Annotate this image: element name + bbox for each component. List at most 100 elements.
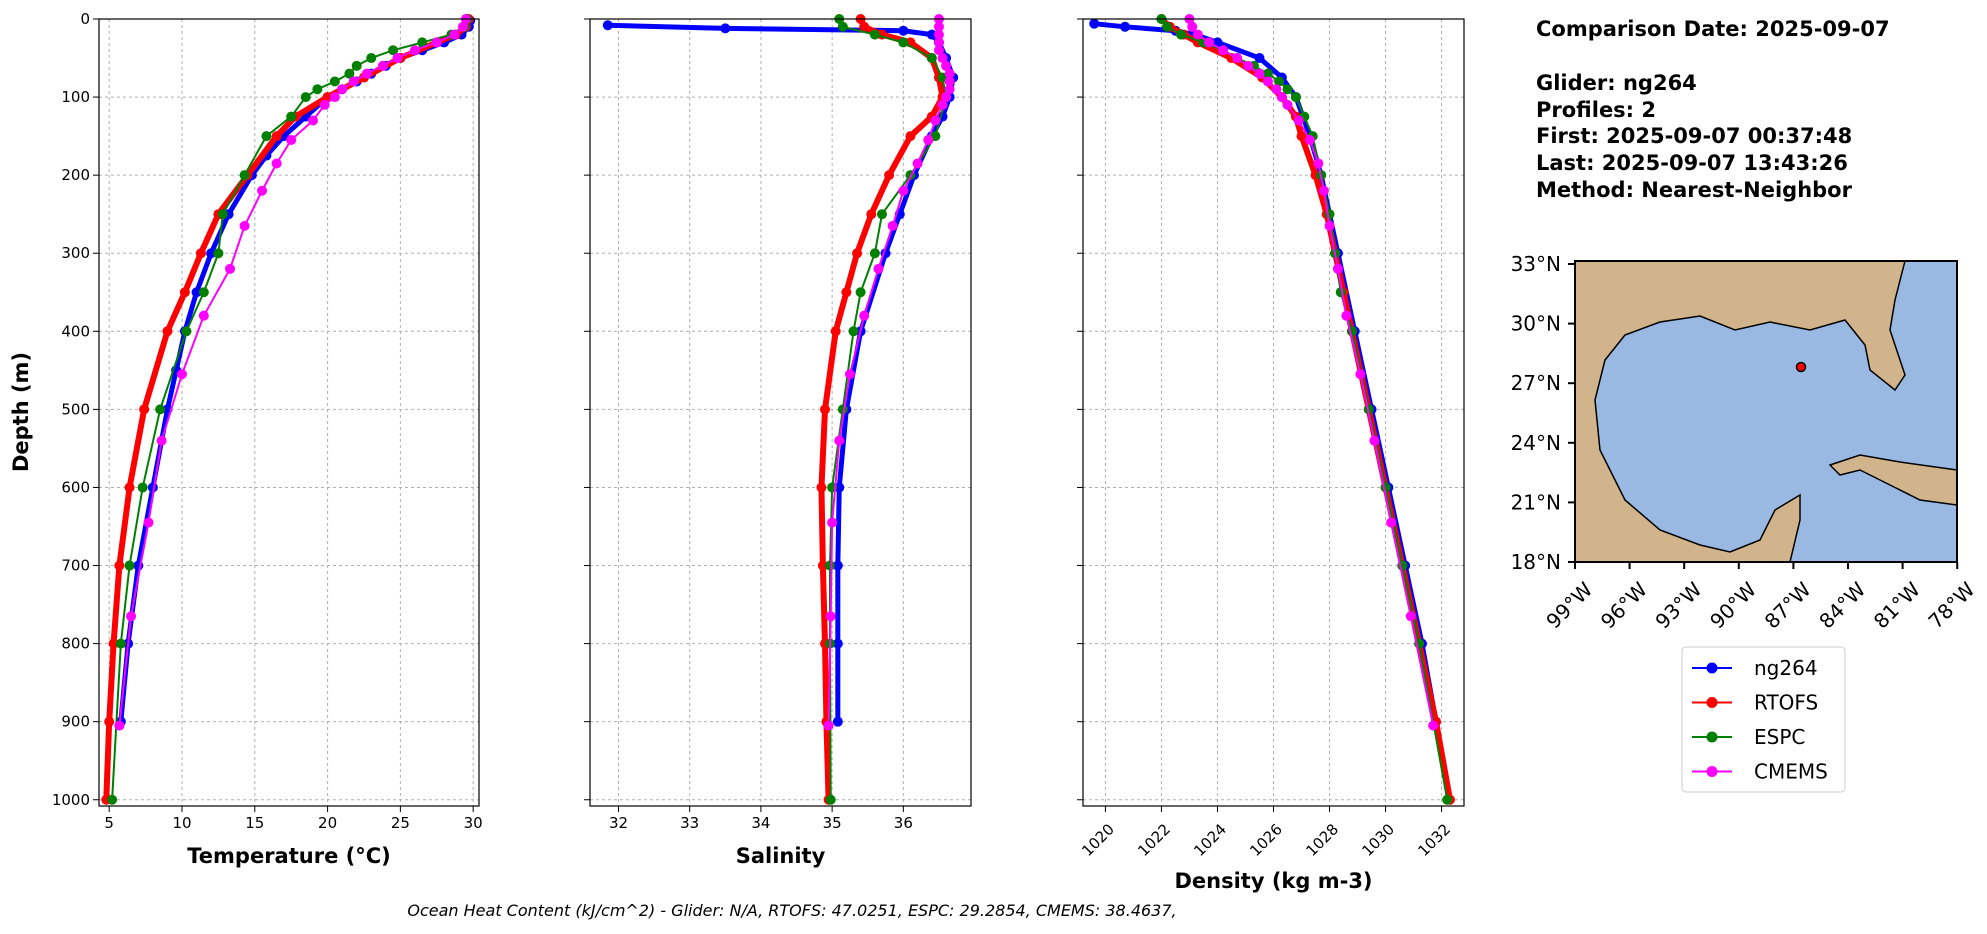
lat-label: 21°N — [1511, 490, 1561, 514]
profile-point — [1274, 76, 1285, 87]
profile-point — [126, 611, 137, 622]
profile-point — [225, 263, 236, 274]
x-tick-label: 20 — [318, 814, 337, 832]
profile-point — [337, 84, 348, 95]
x-axis-label: Salinity — [736, 844, 826, 868]
profile-point — [1089, 18, 1100, 29]
y-tick-label: 700 — [61, 557, 90, 575]
profile-point — [124, 482, 135, 493]
profile-point — [286, 111, 297, 122]
y-tick-label: 100 — [61, 88, 90, 106]
profile-point — [944, 68, 955, 79]
y-tick-label: 1000 — [52, 791, 90, 809]
profile-point — [933, 37, 944, 48]
lon-label: 90°W — [1705, 577, 1761, 633]
legend-frame — [1681, 646, 1846, 793]
profile-point — [143, 517, 154, 528]
profile-point — [937, 99, 948, 110]
profile-point — [1192, 29, 1203, 40]
x-tick-label: 33 — [680, 814, 699, 832]
profile-point — [930, 115, 941, 126]
x-tick-label: 1028 — [1302, 820, 1342, 860]
info-line: Comparison Date: 2025-09-07 — [1536, 17, 1890, 41]
axes-frame — [589, 18, 972, 807]
x-tick-label: 1026 — [1246, 820, 1286, 860]
profile-point — [1204, 37, 1215, 48]
legend-marker — [1706, 731, 1718, 743]
profile-point — [1282, 99, 1293, 110]
profile-point — [457, 21, 468, 32]
profile-point — [1386, 517, 1397, 528]
profile-point — [876, 209, 887, 220]
profile-point — [139, 404, 150, 415]
profile-point — [834, 482, 845, 493]
lon-label: 93°W — [1650, 577, 1706, 633]
profile-point — [834, 435, 845, 446]
profile-point — [820, 404, 831, 415]
x-tick-label: 15 — [245, 814, 264, 832]
profile-point — [859, 310, 870, 321]
profile-point — [848, 326, 859, 337]
series — [816, 14, 948, 805]
lon-label: 84°W — [1814, 577, 1870, 633]
profile-point — [449, 29, 460, 40]
y-tick-label: 800 — [61, 635, 90, 653]
y-tick-label: 200 — [61, 166, 90, 184]
y-tick-label: 400 — [61, 322, 90, 340]
legend-label: ESPC — [1754, 725, 1805, 749]
profile-point — [866, 209, 877, 220]
profile-point — [195, 248, 206, 259]
profile-point — [312, 84, 323, 95]
legend-marker — [1706, 697, 1718, 708]
series — [823, 14, 955, 731]
axes-frame — [98, 18, 480, 807]
profile-line — [607, 22, 956, 722]
profile-point — [181, 326, 192, 337]
profile-point — [261, 131, 272, 142]
info-line: Method: Nearest-Neighbor — [1536, 178, 1853, 202]
profile-point — [137, 482, 148, 493]
glider-location — [1795, 361, 1807, 373]
profile-point — [827, 517, 838, 528]
profile-point — [1276, 92, 1287, 103]
profile-point — [156, 435, 167, 446]
profile-point — [926, 53, 937, 64]
profile-point — [926, 29, 937, 40]
x-tick-label: 1032 — [1414, 820, 1454, 860]
profile-point — [1442, 794, 1453, 805]
profile-point — [114, 560, 125, 571]
profile-point — [1176, 29, 1187, 40]
profile-point — [417, 37, 428, 48]
profile-point — [1324, 209, 1335, 220]
profile-point — [271, 131, 282, 142]
series — [115, 15, 476, 727]
series — [1089, 18, 1441, 727]
profile-point — [104, 716, 115, 727]
y-tick-label: 0 — [80, 10, 90, 28]
profile-point — [937, 53, 948, 64]
lon-label: 81°W — [1869, 577, 1925, 633]
profile-point — [155, 404, 166, 415]
profile-point — [1218, 45, 1229, 56]
profile-point — [1282, 84, 1293, 95]
profile-point — [1405, 611, 1416, 622]
profile-point — [923, 135, 934, 146]
series — [1184, 14, 1439, 731]
profile-point — [300, 92, 311, 103]
profile-point — [1262, 76, 1273, 87]
profile-point — [348, 76, 359, 87]
profile-point — [941, 92, 952, 103]
profile-point — [1254, 53, 1265, 64]
map — [1574, 260, 1958, 563]
profile-point — [198, 287, 209, 298]
footer: Ocean Heat Content (kJ/cm^2) - Glider: N… — [407, 901, 1176, 920]
profile-point — [941, 60, 952, 71]
profile-point — [825, 794, 836, 805]
profile-point — [887, 220, 898, 231]
profile-point — [191, 287, 202, 298]
profile-point — [377, 60, 388, 71]
profile-point — [912, 158, 923, 169]
map-frame — [1574, 260, 1958, 563]
profile-line — [1188, 18, 1435, 726]
